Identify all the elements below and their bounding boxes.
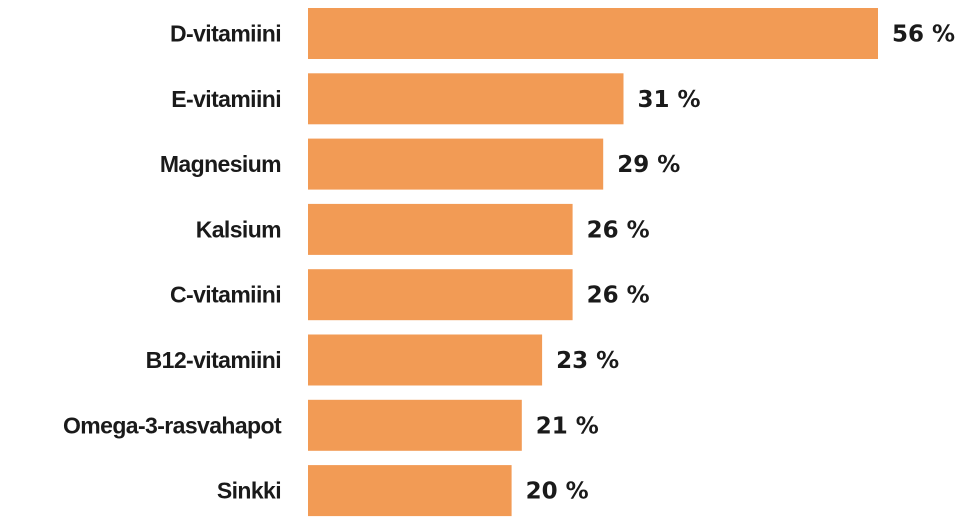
bar-b12-vitamiini xyxy=(308,334,543,386)
value-label: 21 % xyxy=(536,413,599,439)
bar-c-vitamiini xyxy=(308,269,573,321)
category-label: D-vitamiini xyxy=(170,21,281,47)
value-labels-group: 56 % 31 % 29 % 26 % 26 % 23 % 21 % 20 % xyxy=(526,22,955,505)
category-label: E-vitamiini xyxy=(171,86,281,112)
category-label: C-vitamiini xyxy=(170,282,281,308)
category-label: Sinkki xyxy=(217,478,281,504)
category-label: B12-vitamiini xyxy=(146,347,281,373)
bar-omega-3-rasvahapot xyxy=(308,399,522,451)
value-label: 29 % xyxy=(617,152,680,178)
category-label: Kalsium xyxy=(196,216,281,242)
value-label: 26 % xyxy=(587,283,650,309)
bar-sinkki xyxy=(308,465,512,517)
value-label: 56 % xyxy=(892,22,955,48)
value-label: 20 % xyxy=(526,479,589,505)
category-label: Magnesium xyxy=(160,151,281,177)
bar-e-vitamiini xyxy=(308,73,624,125)
bar-magnesium xyxy=(308,138,604,190)
bar-d-vitamiini xyxy=(308,8,878,59)
value-label: 26 % xyxy=(587,217,650,243)
category-label: Omega-3-rasvahapot xyxy=(63,412,282,438)
value-label: 23 % xyxy=(556,348,619,374)
category-labels-group: D-vitamiini E-vitamiini Magnesium Kalsium C-… xyxy=(63,21,283,504)
value-label: 31 % xyxy=(638,87,701,113)
bar-kalsium xyxy=(308,203,573,255)
bars-group xyxy=(308,8,878,517)
